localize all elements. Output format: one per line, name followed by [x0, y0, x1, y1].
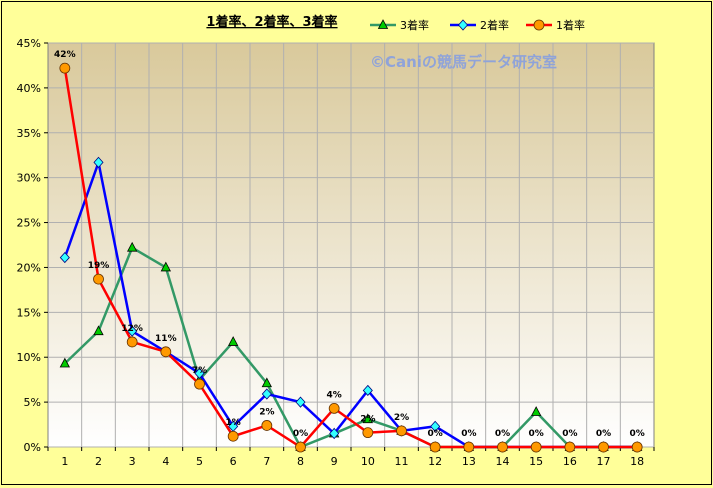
x-tick-label: 3: [129, 455, 136, 468]
data-point: [194, 367, 205, 379]
x-tick-label: 11: [395, 455, 409, 468]
x-tick-label: 13: [462, 455, 476, 468]
data-label: 2%: [259, 407, 274, 417]
x-tick-label: 14: [496, 455, 510, 468]
series-group: [59, 62, 643, 453]
series-line-1: [63, 245, 638, 449]
y-tick-label: 45%: [17, 37, 41, 50]
x-tick-label: 6: [230, 455, 237, 468]
legend-label: 1着率: [556, 18, 585, 32]
data-label: 42%: [54, 50, 76, 60]
data-label: 2%: [360, 415, 375, 425]
data-point: [530, 441, 542, 453]
x-tick-label: 7: [263, 455, 270, 468]
data-label: 19%: [88, 261, 110, 271]
data-point: [160, 346, 172, 358]
data-label: 11%: [155, 334, 177, 344]
y-tick-label: 20%: [17, 261, 41, 274]
data-point: [261, 388, 272, 400]
x-tick-label: 9: [331, 455, 338, 468]
legend-marker: [377, 19, 389, 29]
legend-label: 2着率: [480, 18, 509, 32]
data-point: [126, 336, 138, 348]
data-point: [261, 377, 272, 388]
chart-title: 1着率、2着率、3着率: [206, 14, 337, 30]
data-point: [228, 336, 239, 346]
legend-marker: [457, 19, 469, 31]
data-point: [362, 384, 373, 397]
y-tick-label: 15%: [17, 306, 41, 319]
data-point: [127, 241, 138, 252]
y-tick-label: 25%: [17, 217, 41, 230]
data-label: 1%: [226, 418, 241, 428]
x-axis-ticks: 1 2 3 4 5 6 7 8 9 10 11 12 13 14 15 16 17 18: [61, 455, 644, 468]
data-point: [295, 441, 306, 453]
data-point: [429, 441, 441, 453]
series-line-3: [63, 67, 638, 449]
data-point: [463, 441, 475, 453]
x-tick-label: 17: [597, 455, 611, 468]
data-point: [564, 441, 576, 453]
data-label: 0%: [293, 429, 308, 439]
y-tick-label: 30%: [17, 172, 41, 185]
x-tick-label: 10: [361, 455, 375, 468]
x-tick-label: 8: [297, 455, 304, 468]
data-point: [598, 441, 609, 453]
data-label: 4%: [327, 390, 342, 400]
y-tick-label: 35%: [17, 127, 41, 140]
data-point: [59, 62, 71, 74]
watermark-text: ©Caniの競馬データ研究室: [370, 53, 557, 71]
data-point: [362, 427, 374, 439]
y-axis-ticks: 0% 5% 10% 15% 20% 25% 30% 35% 40% 45%: [17, 37, 41, 454]
data-point: [93, 325, 104, 336]
legend-label: 3着率: [400, 18, 429, 32]
y-tick-label: 5%: [24, 396, 41, 409]
data-point: [59, 251, 70, 264]
data-point: [93, 156, 104, 169]
y-tick-label: 0%: [24, 441, 41, 454]
data-point: [261, 420, 273, 431]
data-label: 0%: [529, 429, 544, 439]
data-label: 0%: [461, 429, 476, 439]
data-point: [329, 427, 340, 440]
y-tick-label: 10%: [17, 351, 41, 364]
data-label: 0%: [562, 429, 577, 439]
x-tick-label: 4: [162, 455, 169, 468]
data-point: [430, 420, 441, 432]
data-point: [127, 325, 138, 337]
data-label: 0%: [495, 429, 510, 439]
data-label: 2%: [394, 413, 409, 423]
data-point: [631, 441, 643, 453]
data-label: 0%: [596, 429, 611, 439]
x-tick-label: 16: [563, 455, 577, 468]
data-label: 0%: [428, 429, 443, 439]
x-tick-label: 1: [61, 455, 68, 468]
data-point: [362, 413, 373, 424]
data-label: 12%: [121, 324, 143, 334]
x-tick-label: 5: [196, 455, 203, 468]
data-point: [328, 402, 340, 414]
data-point: [497, 441, 508, 453]
legend-marker: [533, 19, 545, 31]
data-point: [295, 396, 306, 408]
data-point: [160, 261, 171, 272]
y-tick-label: 40%: [17, 82, 41, 95]
data-labels: 42% 19% 12% 11% 7% 1% 2% 0% 4% 2% 2% 0% 0% 0% 0% 0% 0% 0%: [54, 50, 645, 439]
x-tick-label: 2: [95, 455, 102, 468]
data-point: [531, 406, 542, 416]
data-point: [396, 425, 407, 437]
x-tick-label: 12: [428, 455, 442, 468]
legend: 3着率 2着率 1着率: [370, 18, 585, 32]
data-label: 7%: [192, 366, 207, 376]
x-tick-label: 15: [529, 455, 543, 468]
data-point: [227, 430, 239, 442]
data-point: [93, 273, 104, 285]
x-tick-label: 18: [630, 455, 644, 468]
data-point: [59, 357, 70, 368]
data-point: [194, 378, 205, 390]
data-label: 0%: [630, 429, 645, 439]
